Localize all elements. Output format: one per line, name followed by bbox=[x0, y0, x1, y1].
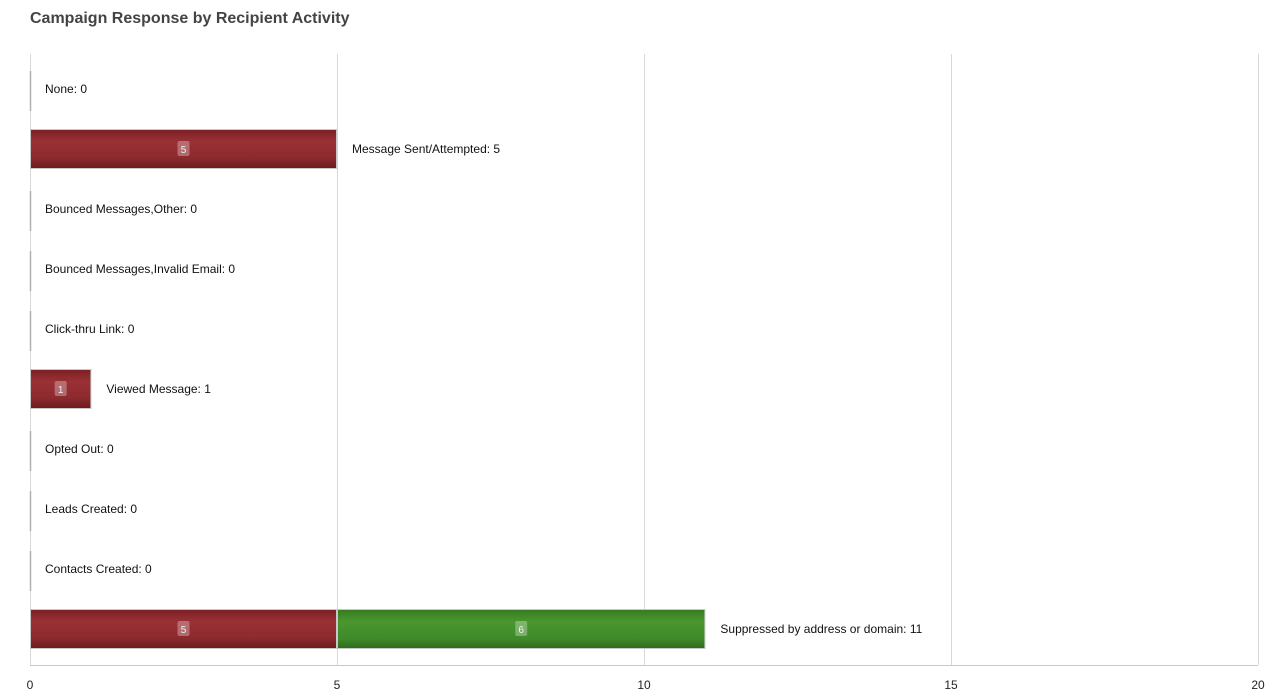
category-label: Bounced Messages,Invalid Email: 0 bbox=[45, 262, 235, 276]
bar-value-label: 5 bbox=[181, 145, 187, 156]
category-label: Viewed Message: 1 bbox=[106, 382, 211, 396]
value-badge bbox=[177, 141, 190, 156]
x-tick-label: 5 bbox=[334, 678, 341, 692]
value-badge bbox=[515, 621, 528, 636]
chart-title: Campaign Response by Recipient Activity bbox=[30, 10, 350, 27]
category-label: Bounced Messages,Other: 0 bbox=[45, 202, 197, 216]
category-label: None: 0 bbox=[45, 82, 87, 96]
bar-value-label: 1 bbox=[58, 385, 64, 396]
x-tick-label: 10 bbox=[637, 678, 651, 692]
category-label: Message Sent/Attempted: 5 bbox=[352, 142, 500, 156]
bar-segment[interactable] bbox=[30, 609, 337, 649]
value-badge bbox=[177, 621, 190, 636]
x-tick-label: 0 bbox=[27, 678, 34, 692]
bar-segment[interactable] bbox=[30, 369, 92, 409]
category-label: Leads Created: 0 bbox=[45, 502, 137, 516]
bar-value-label: 5 bbox=[181, 625, 187, 636]
category-label: Opted Out: 0 bbox=[45, 442, 114, 456]
bar-segment[interactable] bbox=[30, 129, 337, 169]
category-label: Click-thru Link: 0 bbox=[45, 322, 135, 336]
x-tick-label: 20 bbox=[1251, 678, 1265, 692]
bar-value-label: 6 bbox=[518, 625, 524, 636]
x-tick-label: 15 bbox=[944, 678, 958, 692]
value-badge bbox=[54, 381, 67, 396]
category-label: Contacts Created: 0 bbox=[45, 562, 152, 576]
bar-segment[interactable] bbox=[337, 609, 706, 649]
category-label: Suppressed by address or domain: 11 bbox=[720, 622, 922, 636]
